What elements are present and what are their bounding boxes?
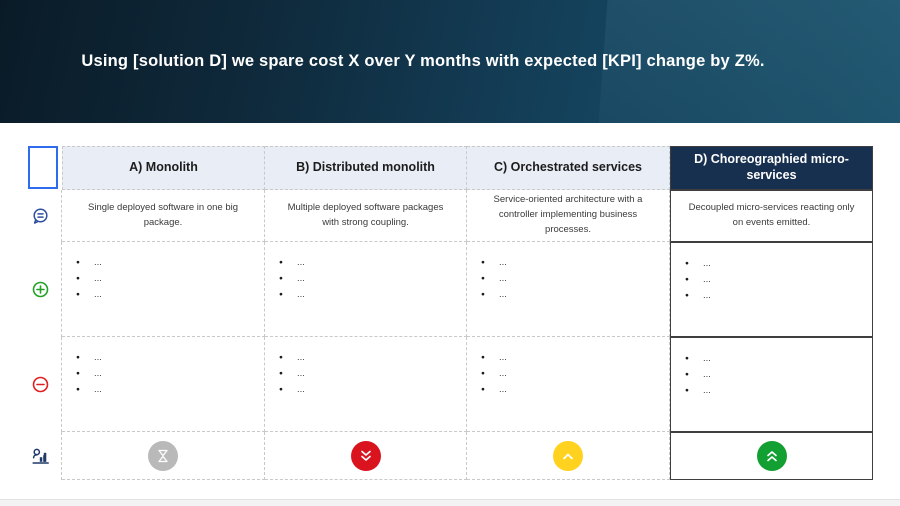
list-item: ...: [76, 366, 264, 382]
slide-bottom-edge: [0, 499, 900, 506]
list-item: ...: [481, 271, 669, 287]
pros-cell-c: ... ... ...: [467, 242, 670, 337]
rating-cell-c: [467, 432, 670, 480]
list-item: ...: [76, 255, 264, 271]
double-chevron-up-icon: [756, 441, 787, 471]
list-item: ...: [481, 382, 669, 398]
rating-cell-a: [62, 432, 265, 480]
description-cell-a: Single deployed software in one big pack…: [62, 190, 265, 242]
slide-title: Using [solution D] we spare cost X over …: [81, 52, 765, 70]
header-cell-b: B) Distributed monolith: [265, 146, 467, 190]
list-item: ...: [481, 350, 669, 366]
list-item: ...: [685, 367, 872, 383]
plus-circle-icon: [30, 279, 51, 300]
pros-list: ... ... ...: [62, 242, 264, 303]
rating-cell-b: [265, 432, 467, 480]
rating-cell-d: [670, 432, 873, 480]
chevron-up-icon: [553, 440, 583, 471]
list-item: ...: [279, 366, 466, 382]
cons-cell-a: ... ... ...: [62, 337, 265, 432]
slide-header-banner: Using [solution D] we spare cost X over …: [0, 0, 900, 123]
cons-list: ... ... ...: [265, 337, 466, 398]
pros-list: ... ... ...: [265, 242, 466, 303]
list-item: ...: [685, 256, 872, 272]
comparison-table: A) Monolith B) Distributed monolith C) O…: [20, 146, 873, 480]
list-item: ...: [76, 271, 264, 287]
row-label-description: [20, 190, 62, 242]
list-item: ...: [279, 255, 466, 271]
corner-cell: [20, 146, 62, 190]
pros-cell-a: ... ... ...: [62, 242, 265, 337]
row-label-rating: [20, 432, 62, 480]
empty-placeholder-box: [28, 146, 58, 189]
pros-cell-d: ... ... ...: [670, 242, 873, 337]
description-cell-d: Decoupled micro-services reacting only o…: [670, 190, 873, 242]
header-cell-c: C) Orchestrated services: [467, 146, 670, 190]
row-label-cons: [20, 337, 62, 432]
row-label-pros: [20, 242, 62, 337]
cons-list: ... ... ...: [671, 338, 872, 399]
list-item: ...: [481, 366, 669, 382]
minus-circle-icon: [30, 374, 51, 395]
cons-list: ... ... ...: [467, 337, 669, 398]
header-cell-d-highlighted: D) Choreographied micro-services: [670, 146, 873, 190]
list-item: ...: [279, 271, 466, 287]
comment-icon: [30, 206, 51, 227]
cons-list: ... ... ...: [62, 337, 264, 398]
list-item: ...: [685, 383, 872, 399]
description-cell-c: Service-oriented architecture with a con…: [467, 190, 670, 242]
hourglass-icon: [148, 440, 178, 471]
pros-list: ... ... ...: [467, 242, 669, 303]
pros-cell-b: ... ... ...: [265, 242, 467, 337]
list-item: ...: [279, 350, 466, 366]
list-item: ...: [76, 287, 264, 303]
list-item: ...: [76, 350, 264, 366]
list-item: ...: [481, 287, 669, 303]
list-item: ...: [685, 288, 872, 304]
pros-list: ... ... ...: [671, 243, 872, 304]
list-item: ...: [685, 272, 872, 288]
cons-cell-d: ... ... ...: [670, 337, 873, 432]
list-item: ...: [279, 382, 466, 398]
cons-cell-b: ... ... ...: [265, 337, 467, 432]
list-item: ...: [685, 351, 872, 367]
list-item: ...: [481, 255, 669, 271]
double-chevron-down-icon: [350, 440, 381, 471]
header-cell-a: A) Monolith: [62, 146, 265, 190]
benchmark-icon: [30, 446, 51, 467]
list-item: ...: [76, 382, 264, 398]
cons-cell-c: ... ... ...: [467, 337, 670, 432]
list-item: ...: [279, 287, 466, 303]
description-cell-b: Multiple deployed software packages with…: [265, 190, 467, 242]
